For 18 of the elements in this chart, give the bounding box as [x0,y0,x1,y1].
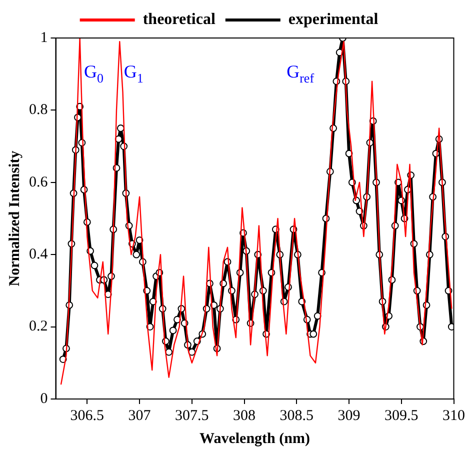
x-axis-title: Wavelength (nm) [200,430,310,447]
x-tick-label: 309.5 [384,408,418,424]
y-tick-label: 0.2 [29,318,48,335]
y-axis-title: Normalized Intensity [6,150,23,286]
x-tick-label: 308 [233,408,256,424]
x-tick-label: 310 [442,408,465,424]
legend-label: experimental [288,11,379,28]
x-tick-label: 307 [128,408,152,424]
x-tick-label: 309 [338,408,360,424]
x-tick-label: 307.5 [175,408,209,424]
y-tick-label: 0.6 [29,174,48,190]
x-tick-label: 308.5 [280,408,314,424]
y-tick-label: 0.8 [29,102,48,118]
y-tick-label: 0 [40,390,48,407]
x-tick-label: 306.5 [70,408,104,424]
y-tick-label: 0.4 [29,246,48,263]
y-tick-label: 1 [40,30,48,46]
legend-label: theoretical [142,11,216,28]
